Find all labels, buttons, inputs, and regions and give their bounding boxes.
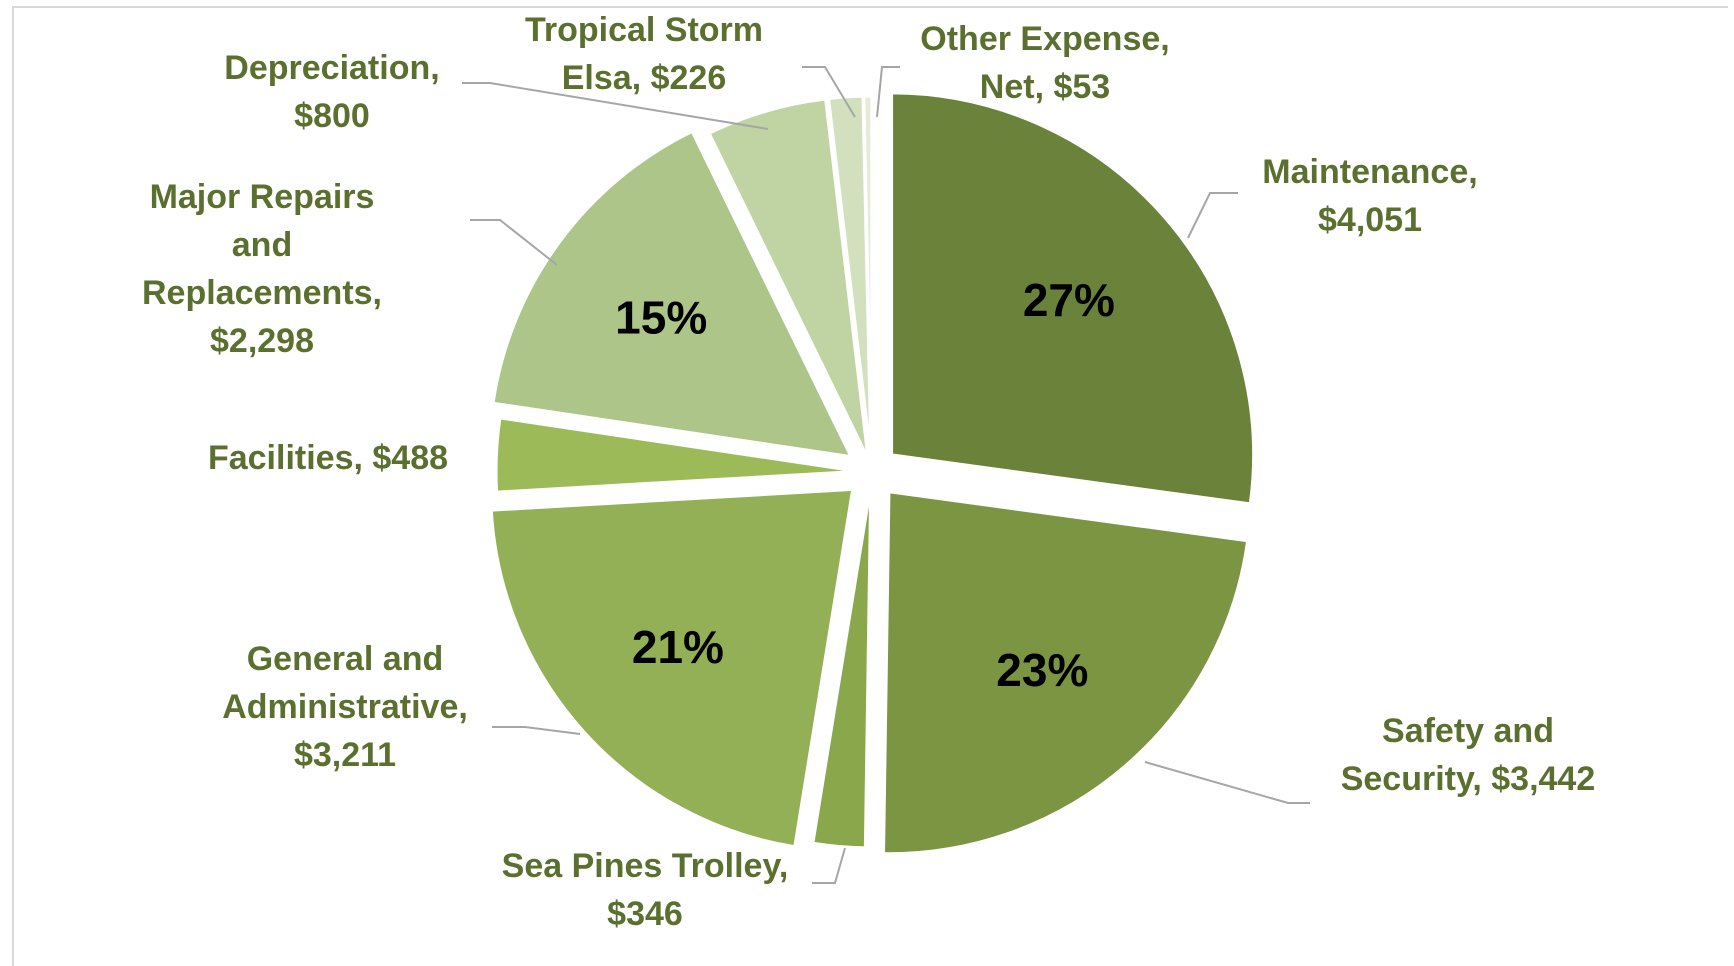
leader-line-safety-and-security — [1144, 761, 1310, 804]
category-label-line: Depreciation, — [224, 49, 439, 87]
pie-slice-general-and-administrative — [489, 487, 855, 849]
category-label-depreciation: Depreciation, $800 — [224, 49, 439, 135]
category-label-major-repairs-and-replacements: Major Repairs and Replacements, $2,298 — [142, 178, 382, 360]
pie-slice-sea-pines-trolley — [811, 485, 873, 850]
leader-line-other-expense-net — [876, 66, 900, 118]
pie-slice-depreciation — [707, 97, 870, 460]
leader-line-general-and-administrative — [492, 726, 581, 735]
category-label-line: Net, $53 — [980, 68, 1110, 106]
pie-slice-facilities — [494, 416, 859, 494]
category-label-line: Elsa, $226 — [562, 59, 726, 97]
leader-line-maintenance — [1187, 192, 1238, 239]
category-label-line: Facilities, $488 — [208, 439, 448, 477]
category-label-other-expense-net: Other Expense, Net, $53 — [920, 20, 1169, 106]
percent-label-safety-and-security: 23% — [996, 644, 1088, 696]
category-label-facilities: Facilities, $488 — [208, 439, 448, 477]
category-label-line: Sea Pines Trolley, — [502, 847, 789, 885]
category-label-general-and-administrative: General and Administrative, $3,211 — [222, 640, 468, 774]
category-label-line: $2,298 — [210, 322, 314, 360]
percent-labels: 27% 23% 21% 15% — [615, 274, 1115, 696]
category-label-line: General and — [247, 640, 444, 678]
category-label-line: $3,211 — [294, 736, 396, 774]
pie-slice-safety-and-security — [882, 490, 1250, 856]
pie-slice-major-repairs-and-replacements — [491, 129, 854, 459]
pie-slice-maintenance — [890, 91, 1256, 506]
percent-label-major-repairs-and-replacements: 15% — [615, 292, 707, 344]
category-label-line: Safety and — [1382, 712, 1554, 750]
category-label-line: Replacements, — [142, 274, 382, 312]
category-label-line: $4,051 — [1318, 201, 1422, 239]
category-label-line: Administrative, — [222, 688, 468, 726]
category-label-line: Major Repairs — [150, 178, 375, 216]
category-label-maintenance: Maintenance, $4,051 — [1262, 153, 1477, 239]
leader-lines — [462, 66, 1310, 884]
category-label-line: $346 — [607, 895, 683, 933]
category-label-safety-and-security: Safety and Security, $3,442 — [1341, 712, 1596, 798]
category-label-line: and — [232, 226, 292, 264]
category-label-line: Other Expense, — [920, 20, 1169, 58]
pie-slices — [489, 91, 1256, 856]
category-labels: Maintenance, $4,051 Safety and Security, $3… — [142, 11, 1595, 933]
category-label-line: $800 — [294, 97, 370, 135]
category-label-line: Maintenance, — [1262, 153, 1477, 191]
percent-label-general-and-administrative: 21% — [632, 621, 724, 673]
leader-line-major-repairs-and-replacements — [470, 219, 558, 266]
leader-line-sea-pines-trolley — [812, 847, 846, 884]
category-label-tropical-storm-elsa: Tropical Storm Elsa, $226 — [525, 11, 763, 97]
leader-line-tropical-storm-elsa — [802, 66, 856, 118]
category-label-sea-pines-trolley: Sea Pines Trolley, $346 — [502, 847, 789, 933]
pie-slice-other-expense-net — [862, 94, 874, 459]
category-label-line: Tropical Storm — [525, 11, 763, 49]
leader-line-depreciation — [462, 82, 769, 130]
percent-label-maintenance: 27% — [1023, 274, 1115, 326]
category-label-line: Security, $3,442 — [1341, 760, 1596, 798]
